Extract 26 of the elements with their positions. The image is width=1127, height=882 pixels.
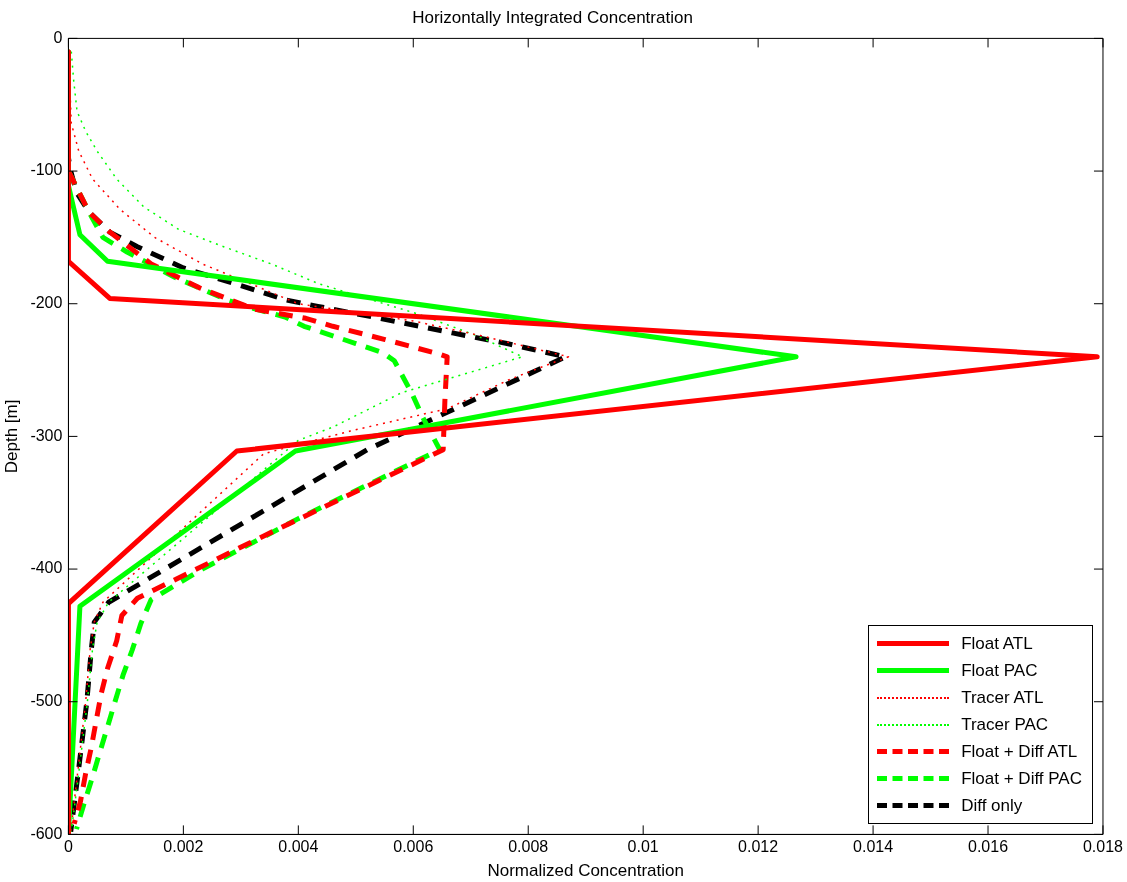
x-axis-title: Normalized Concentration [487, 861, 684, 881]
x-tick-label: 0.006 [393, 838, 434, 856]
x-tick-label: 0.014 [853, 838, 894, 856]
y-axis-title: Depth [m] [1, 399, 21, 474]
y-tick-label: -400 [30, 559, 63, 577]
legend-label: Float + Diff PAC [961, 768, 1082, 789]
x-tick-label: 0.004 [278, 838, 319, 856]
y-tick-label: -300 [30, 426, 63, 444]
x-tick-label: 0.016 [968, 838, 1009, 856]
y-tick-label: -100 [30, 161, 63, 179]
legend-label: Float PAC [961, 660, 1038, 681]
y-tick-label: -200 [30, 294, 63, 312]
y-tick-label: -500 [30, 692, 63, 710]
x-tick-label: 0.018 [1082, 838, 1124, 856]
y-tick-label: -600 [30, 824, 63, 842]
legend-label: Float ATL [961, 633, 1033, 654]
legend-label: Float + Diff ATL [961, 741, 1078, 762]
legend-label: Diff only [961, 795, 1023, 816]
legend-label: Tracer PAC [961, 714, 1049, 735]
x-tick-label: 0.002 [163, 838, 204, 856]
x-tick-label: 0.012 [738, 838, 779, 856]
legend-label: Tracer ATL [961, 687, 1044, 708]
x-tick-label: 0.008 [508, 838, 549, 856]
y-tick-label: 0 [53, 28, 63, 46]
chart-title: Horizontally Integrated Concentration [412, 7, 693, 27]
x-tick-label: 0.01 [627, 838, 659, 856]
